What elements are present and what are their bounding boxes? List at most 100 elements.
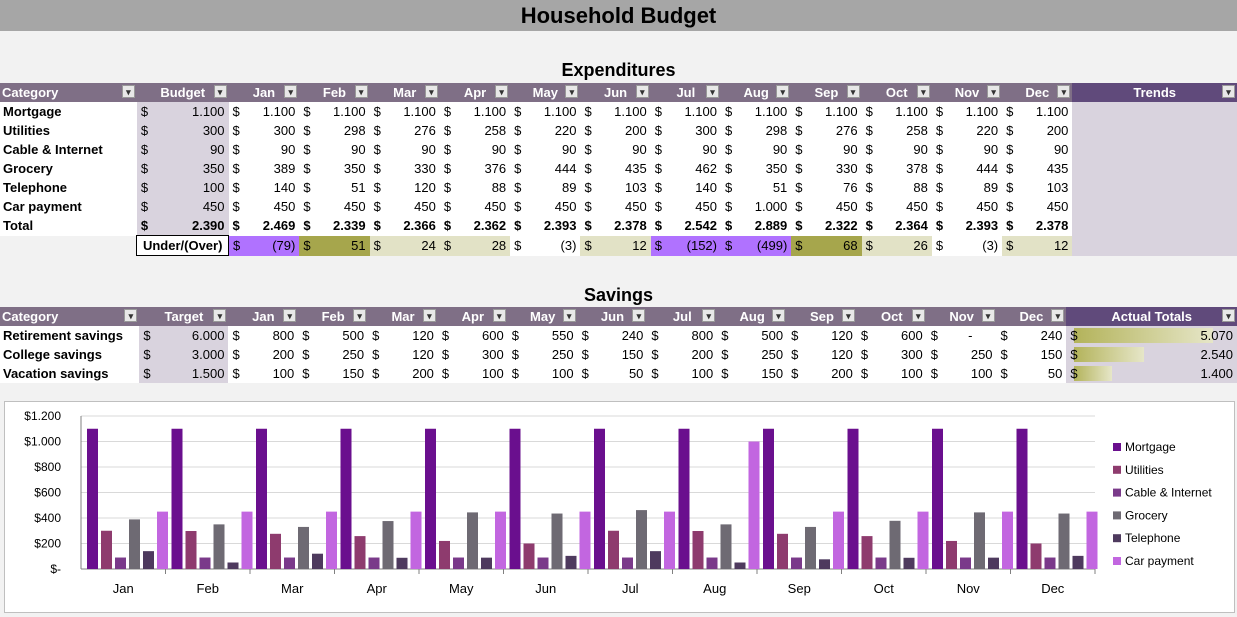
month-value-cell[interactable]: 90 <box>597 140 651 159</box>
filter-dropdown-icon[interactable]: ▾ <box>1057 85 1071 98</box>
column-header-category[interactable]: Category ▾ <box>0 83 137 102</box>
column-header-sep[interactable]: Sep ▾ <box>791 83 862 102</box>
month-value-cell[interactable]: 1.100 <box>667 102 721 121</box>
month-value-cell[interactable]: 76 <box>808 178 862 197</box>
column-header-sep[interactable]: Sep ▾ <box>787 307 857 326</box>
month-value-cell[interactable]: 298 <box>316 121 370 140</box>
column-header-oct[interactable]: Oct ▾ <box>856 307 927 326</box>
under-over-cell[interactable]: 28 <box>457 235 511 256</box>
month-value-cell[interactable]: 90 <box>878 140 932 159</box>
column-header-aug[interactable]: Aug ▾ <box>721 83 792 102</box>
month-value-cell[interactable]: 100 <box>874 364 927 383</box>
column-header-dec[interactable]: Dec ▾ <box>1002 83 1073 102</box>
month-value-cell[interactable]: 450 <box>949 197 1003 216</box>
total-month-cell[interactable]: 2.889 <box>738 216 792 236</box>
month-value-cell[interactable]: 450 <box>878 197 932 216</box>
column-header-jun[interactable]: Jun ▾ <box>577 307 648 326</box>
month-value-cell[interactable]: 90 <box>808 140 862 159</box>
month-value-cell[interactable]: 389 <box>246 159 300 178</box>
month-value-cell[interactable]: 90 <box>949 140 1003 159</box>
filter-dropdown-icon[interactable]: ▾ <box>283 309 297 322</box>
under-over-cell[interactable]: (3) <box>527 235 581 256</box>
filter-dropdown-icon[interactable]: ▾ <box>916 85 930 98</box>
month-value-cell[interactable]: 1.100 <box>597 102 651 121</box>
month-value-cell[interactable]: 90 <box>316 140 370 159</box>
month-value-cell[interactable]: 240 <box>594 326 648 345</box>
month-value-cell[interactable]: 150 <box>1013 345 1067 364</box>
under-over-cell[interactable]: 12 <box>597 235 651 256</box>
month-value-cell[interactable]: 90 <box>386 140 440 159</box>
month-value-cell[interactable]: 120 <box>385 326 438 345</box>
month-value-cell[interactable]: 200 <box>804 364 857 383</box>
budget-cell[interactable]: 1.100 <box>154 102 229 121</box>
column-header-may[interactable]: May ▾ <box>510 83 581 102</box>
column-header-feb[interactable]: Feb ▾ <box>299 83 370 102</box>
month-value-cell[interactable]: 150 <box>594 345 648 364</box>
filter-dropdown-icon[interactable]: ▾ <box>1222 85 1235 98</box>
filter-dropdown-icon[interactable]: ▾ <box>354 85 368 98</box>
total-budget-cell[interactable]: 2.390 <box>154 216 229 236</box>
month-value-cell[interactable]: 89 <box>949 178 1003 197</box>
month-value-cell[interactable]: 120 <box>804 345 857 364</box>
filter-dropdown-icon[interactable]: ▾ <box>353 309 367 322</box>
month-value-cell[interactable]: 150 <box>315 364 369 383</box>
month-value-cell[interactable]: 200 <box>1019 121 1073 140</box>
month-value-cell[interactable]: 450 <box>386 197 440 216</box>
column-header-apr[interactable]: Apr ▾ <box>437 307 508 326</box>
budget-cell[interactable]: 450 <box>154 197 229 216</box>
under-over-cell[interactable]: 68 <box>808 235 862 256</box>
month-value-cell[interactable]: 330 <box>808 159 862 178</box>
month-value-cell[interactable]: 90 <box>457 140 511 159</box>
filter-dropdown-icon[interactable]: ▾ <box>213 309 227 322</box>
total-month-cell[interactable]: 2.393 <box>527 216 581 236</box>
filter-dropdown-icon[interactable]: ▾ <box>706 85 719 98</box>
month-value-cell[interactable]: 250 <box>734 345 788 364</box>
month-value-cell[interactable]: 276 <box>386 121 440 140</box>
month-value-cell[interactable]: 90 <box>738 140 792 159</box>
actual-total-cell[interactable]: $1.400 <box>1066 364 1237 383</box>
month-value-cell[interactable]: 1.100 <box>1019 102 1073 121</box>
month-value-cell[interactable]: 800 <box>245 326 299 345</box>
column-header-actual-totals[interactable]: Actual Totals ▾ <box>1066 307 1237 326</box>
month-value-cell[interactable]: 220 <box>949 121 1003 140</box>
month-value-cell[interactable]: 1.100 <box>808 102 862 121</box>
filter-dropdown-icon[interactable]: ▾ <box>987 85 1001 98</box>
total-month-cell[interactable]: 2.366 <box>386 216 440 236</box>
actual-total-cell[interactable]: $2.540 <box>1066 345 1237 364</box>
filter-dropdown-icon[interactable]: ▾ <box>772 309 786 322</box>
trend-cell[interactable] <box>1072 121 1237 140</box>
month-value-cell[interactable]: 1.100 <box>457 102 511 121</box>
month-value-cell[interactable]: 300 <box>455 345 508 364</box>
month-value-cell[interactable]: 300 <box>874 345 927 364</box>
trend-cell[interactable] <box>1072 197 1237 216</box>
budget-cell[interactable]: 100 <box>154 178 229 197</box>
filter-dropdown-icon[interactable]: ▾ <box>121 85 135 98</box>
column-header-category[interactable]: Category ▾ <box>0 307 140 326</box>
month-value-cell[interactable]: 200 <box>245 345 299 364</box>
under-over-cell[interactable]: (3) <box>949 235 1003 256</box>
month-value-cell[interactable]: 1.100 <box>527 102 581 121</box>
month-value-cell[interactable]: 100 <box>245 364 299 383</box>
month-value-cell[interactable]: 1.000 <box>738 197 792 216</box>
month-value-cell[interactable]: 88 <box>878 178 932 197</box>
under-over-cell[interactable]: 24 <box>386 235 440 256</box>
month-value-cell[interactable]: 250 <box>525 345 578 364</box>
month-value-cell[interactable]: 435 <box>597 159 651 178</box>
column-header-jul[interactable]: Jul ▾ <box>647 307 718 326</box>
month-value-cell[interactable]: 450 <box>808 197 862 216</box>
column-header-target[interactable]: Target ▾ <box>139 307 229 326</box>
column-header-oct[interactable]: Oct ▾ <box>861 83 932 102</box>
total-month-cell[interactable]: 2.469 <box>246 216 300 236</box>
filter-dropdown-icon[interactable]: ▾ <box>911 309 925 322</box>
filter-dropdown-icon[interactable]: ▾ <box>284 85 298 98</box>
month-value-cell[interactable]: 140 <box>246 178 300 197</box>
category-cell[interactable]: Retirement savings <box>0 326 140 345</box>
filter-dropdown-icon[interactable]: ▾ <box>1051 309 1065 322</box>
target-cell[interactable]: 6.000 <box>156 326 229 345</box>
category-cell[interactable]: Car payment <box>0 197 137 216</box>
month-value-cell[interactable]: 350 <box>738 159 792 178</box>
trend-cell[interactable] <box>1072 102 1237 121</box>
month-value-cell[interactable]: 378 <box>878 159 932 178</box>
filter-dropdown-icon[interactable]: ▾ <box>422 309 436 322</box>
month-value-cell[interactable]: 435 <box>1019 159 1073 178</box>
